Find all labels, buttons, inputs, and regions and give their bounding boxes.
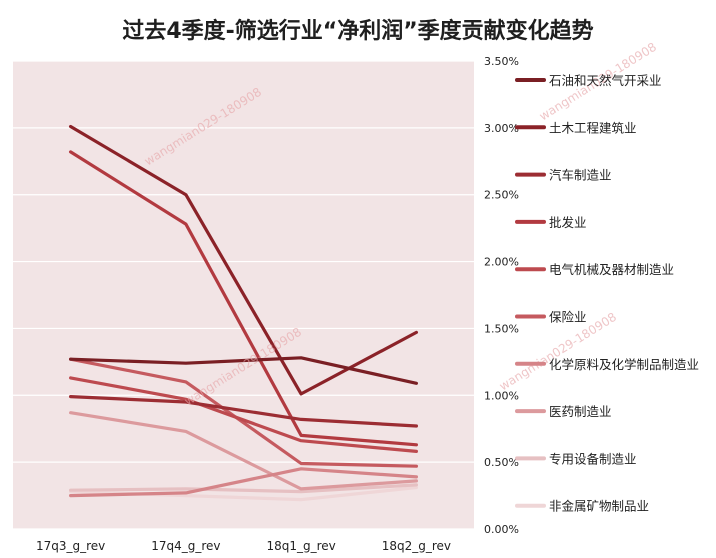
legend: 石油和天然气开采业土木工程建筑业汽车制造业批发业电气机械及器材制造业保险业化学原… [515, 73, 699, 514]
legend-label: 土木工程建筑业 [549, 120, 637, 135]
series-line [68, 467, 418, 498]
legend-label: 专用设备制造业 [549, 451, 637, 466]
legend-label: 非金属矿物制品业 [549, 499, 649, 514]
series-line [68, 376, 418, 453]
series-line [68, 356, 418, 385]
x-tick-label: 17q3_g_rev [36, 539, 105, 553]
plot-area: 0.00% 0.50% 1.00% 1.50% 2.00% 2.50% 3.00% 3.50%… [13, 55, 519, 553]
chart-title: 过去4季度-筛选行业“净利润”季度贡献变化趋势 [122, 18, 593, 44]
legend-label: 石油和天然气开采业 [549, 73, 662, 88]
x-tick-label: 18q2_g_rev [382, 539, 451, 553]
legend-label: 医药制造业 [549, 404, 612, 419]
y-tick-label: 3.50% [484, 55, 519, 68]
series-line [68, 395, 418, 428]
y-tick-label: 0.00% [484, 523, 519, 536]
legend-label: 汽车制造业 [549, 168, 612, 183]
x-tick-label: 18q1_g_rev [266, 539, 335, 553]
y-tick-label: 1.50% [484, 322, 519, 335]
legend-label: 化学原料及化学制品制造业 [549, 357, 699, 372]
y-tick-label: 1.00% [484, 389, 519, 402]
series-line [68, 357, 418, 468]
legend-label: 电气机械及器材制造业 [549, 262, 674, 277]
y-tick-label: 2.00% [484, 256, 519, 269]
series-line [68, 411, 418, 491]
legend-label: 保险业 [549, 310, 587, 325]
series-line [68, 124, 418, 396]
series-line [68, 483, 418, 494]
y-tick-label: 2.50% [484, 189, 519, 202]
y-tick-label: 0.50% [484, 456, 519, 469]
x-tick-label: 17q4_g_rev [151, 539, 220, 553]
legend-label: 批发业 [549, 215, 587, 230]
y-tick-label: 3.00% [484, 122, 519, 135]
series-line [68, 150, 418, 447]
